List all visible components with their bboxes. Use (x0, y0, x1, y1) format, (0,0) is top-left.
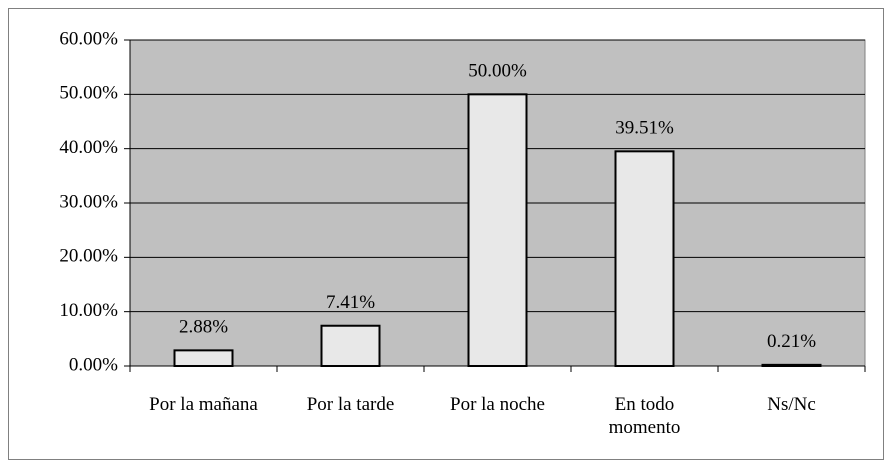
data-label: 39.51% (615, 118, 674, 139)
bar (614, 150, 675, 367)
data-label: 50.00% (468, 61, 527, 82)
bar (467, 93, 528, 367)
x-tick-label: Por la tarde (306, 394, 395, 415)
y-tick-label: 30.00% (59, 191, 118, 212)
x-tick-label: En todo momento (608, 394, 681, 438)
y-tick-label: 0.00% (69, 354, 118, 375)
bar (173, 349, 234, 367)
x-tick-label: Por la mañana (149, 394, 258, 415)
y-tick-label: 60.00% (59, 28, 118, 49)
bar (761, 363, 822, 368)
data-label: 7.41% (326, 292, 375, 313)
y-tick-label: 10.00% (59, 300, 118, 321)
bar (320, 324, 381, 368)
x-tick-label: Ns/Nc (767, 394, 816, 415)
data-label: 0.21% (767, 331, 816, 352)
y-tick-label: 40.00% (59, 137, 118, 158)
y-tick-label: 20.00% (59, 246, 118, 267)
x-tick-label: Por la noche (450, 394, 545, 415)
data-label: 2.88% (179, 317, 228, 338)
y-tick-label: 50.00% (59, 83, 118, 104)
